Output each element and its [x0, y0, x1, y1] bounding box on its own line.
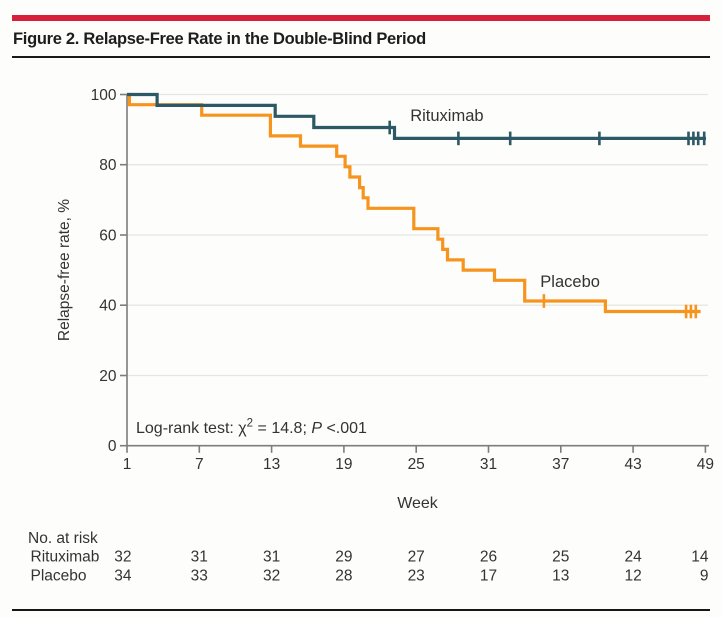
censor-mark-placebo [542, 294, 546, 308]
at-risk-table: No. at risk Rituximab 32 31 31 29 27 26 25 24 14 Pl… [28, 530, 709, 585]
at-risk-value: 26 [480, 549, 497, 566]
svg-text:80: 80 [99, 157, 117, 174]
svg-text:31: 31 [480, 456, 497, 473]
series-rituximab [127, 92, 706, 146]
at-risk-value: 29 [335, 549, 352, 566]
series-label-placebo: Placebo [540, 273, 600, 291]
at-risk-value: 24 [624, 549, 642, 566]
y-axis-title: Relapse-free rate, % [56, 199, 73, 341]
at-risk-value: 31 [263, 549, 280, 566]
at-risk-header: No. at risk [28, 530, 98, 547]
at-risk-value: 13 [552, 568, 569, 585]
at-risk-value: 28 [335, 568, 352, 585]
at-risk-value: 23 [408, 568, 425, 585]
km-curve-placebo [127, 92, 701, 314]
at-risk-value: 34 [114, 568, 132, 585]
at-risk-row-label: Placebo [31, 568, 87, 585]
km-curve-rituximab [127, 92, 706, 140]
censor-mark-placebo [694, 304, 698, 319]
censor-mark-rituximab [692, 131, 695, 146]
censor-mark-rituximab [508, 131, 512, 146]
x-tick-labels: 1 7 13 19 25 31 37 43 49 [123, 456, 714, 473]
censor-mark-rituximab [696, 131, 700, 146]
svg-text:1: 1 [123, 456, 132, 473]
censor-mark-rituximab [687, 131, 690, 146]
censor-mark-rituximab [457, 131, 460, 146]
censor-mark-placebo [689, 304, 693, 319]
svg-text:19: 19 [335, 456, 352, 473]
bottom-rule [12, 609, 710, 611]
censor-mark-placebo [684, 304, 688, 319]
annotation-logrank: Log-rank test: χ2 = 14.8; P <.001 [136, 418, 367, 438]
at-risk-value: 9 [700, 568, 709, 585]
at-risk-row-rituximab: Rituximab 32 31 31 29 27 26 25 24 14 [31, 549, 709, 566]
svg-text:37: 37 [552, 456, 569, 473]
at-risk-value: 31 [191, 549, 208, 566]
accent-bar [12, 15, 710, 21]
at-risk-value: 32 [263, 568, 280, 585]
at-risk-value: 33 [191, 568, 208, 585]
series-placebo [127, 92, 701, 319]
svg-text:20: 20 [99, 368, 117, 385]
figure-title: Figure 2. Relapse-Free Rate in the Doubl… [13, 30, 426, 48]
svg-text:0: 0 [108, 438, 117, 455]
y-tick-labels: 0 20 40 60 80 100 [91, 87, 117, 455]
axes [120, 93, 709, 453]
svg-text:100: 100 [91, 87, 117, 104]
at-risk-value: 17 [480, 568, 497, 585]
svg-text:43: 43 [624, 456, 641, 473]
censor-mark-rituximab [598, 131, 601, 146]
svg-text:40: 40 [99, 298, 117, 315]
at-risk-value: 32 [114, 549, 131, 566]
svg-text:13: 13 [263, 456, 280, 473]
y-gridlines [127, 93, 708, 377]
title-rule [12, 56, 710, 58]
at-risk-row-label: Rituximab [31, 549, 100, 566]
at-risk-value: 27 [408, 549, 425, 566]
svg-text:7: 7 [195, 456, 204, 473]
x-axis-title: Week [397, 495, 439, 512]
svg-text:49: 49 [697, 456, 714, 473]
censor-mark-rituximab [702, 131, 706, 146]
at-risk-value: 25 [552, 549, 569, 566]
at-risk-value: 14 [691, 549, 709, 566]
censor-mark-rituximab [388, 120, 391, 135]
at-risk-value: 12 [624, 568, 641, 585]
svg-text:60: 60 [99, 228, 117, 245]
at-risk-row-placebo: Placebo 34 33 32 28 23 17 13 12 9 [31, 568, 709, 585]
series-label-rituximab: Rituximab [410, 107, 483, 125]
svg-text:25: 25 [408, 456, 425, 473]
